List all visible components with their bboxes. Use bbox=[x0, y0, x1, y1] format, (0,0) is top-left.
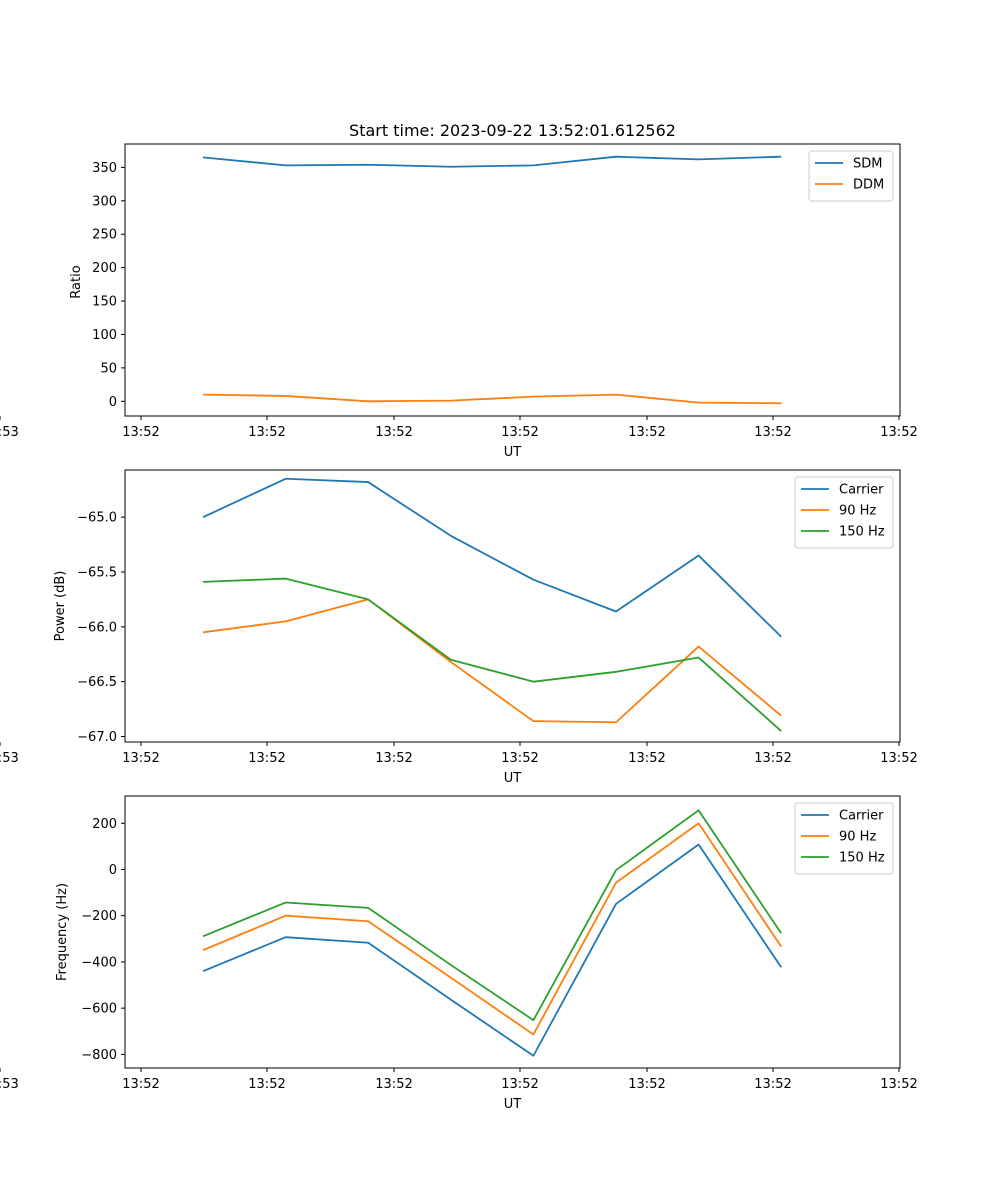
legend-label: SDM bbox=[853, 157, 882, 172]
y-tick-label: −66.0 bbox=[77, 620, 117, 635]
legend: Carrier 90 Hz 150 Hz bbox=[794, 802, 894, 875]
x-tick-label: 13:52 bbox=[248, 1077, 285, 1092]
y-tick-label: 350 bbox=[92, 161, 117, 176]
series-line-carrier bbox=[202, 843, 782, 1057]
x-tick-label: 13:53 bbox=[0, 1077, 19, 1092]
y-tick-label: −67.0 bbox=[77, 730, 117, 745]
x-tick-label: 13:52 bbox=[375, 425, 412, 440]
x-tick-label: 13:52 bbox=[754, 751, 791, 766]
x-tick-label: 13:52 bbox=[375, 751, 412, 766]
y-tick-label: −66.5 bbox=[77, 675, 117, 690]
y-tick-label: 250 bbox=[92, 228, 117, 243]
legend-label: 150 Hz bbox=[839, 525, 885, 540]
y-tick-label: −200 bbox=[81, 909, 117, 924]
x-tick-label: 13:52 bbox=[880, 425, 917, 440]
series-line-150-hz bbox=[202, 577, 782, 732]
series-line-90-hz bbox=[202, 598, 782, 724]
x-axis-label: UT bbox=[504, 445, 522, 460]
x-tick-label: 13:53 bbox=[0, 425, 19, 440]
y-axis-label: Frequency (Hz) bbox=[55, 883, 70, 981]
legend: SDM DDM bbox=[808, 150, 894, 202]
legend-label: 150 Hz bbox=[839, 851, 885, 866]
x-tick-label: 13:52 bbox=[628, 425, 665, 440]
x-tick-label: 13:53 bbox=[0, 751, 19, 766]
x-tick-label: 13:52 bbox=[375, 1077, 412, 1092]
series-line-sdm bbox=[202, 155, 782, 168]
y-tick-label: 0 bbox=[109, 863, 117, 878]
series-line-carrier bbox=[202, 477, 782, 638]
y-tick-label: 200 bbox=[92, 261, 117, 276]
chart-title: Start time: 2023-09-22 13:52:01.612562 bbox=[349, 121, 676, 140]
legend-label: 90 Hz bbox=[839, 504, 876, 519]
x-tick-label: 13:52 bbox=[501, 425, 538, 440]
frequency-plot: 13:52 13:52 13:52 13:52 13:52 13:52 13:52 13:53… bbox=[0, 795, 918, 1092]
x-tick-label: 13:52 bbox=[880, 751, 917, 766]
series-line-150-hz bbox=[202, 809, 782, 1022]
y-tick-label: −65.0 bbox=[77, 511, 117, 526]
x-tick-label: 13:52 bbox=[501, 751, 538, 766]
ratio-panel: Start time: 2023-09-22 13:52:01.612562 1… bbox=[0, 121, 918, 460]
x-tick-label: 13:52 bbox=[122, 425, 159, 440]
legend-label: 90 Hz bbox=[839, 830, 876, 845]
y-axis-label: Power (dB) bbox=[53, 571, 68, 642]
y-axis-label: Ratio bbox=[69, 265, 84, 298]
x-tick-label: 13:52 bbox=[248, 751, 285, 766]
legend: Carrier 90 Hz 150 Hz bbox=[794, 476, 894, 549]
plot-frame bbox=[124, 469, 901, 743]
power-panel: 13:52 13:52 13:52 13:52 13:52 13:52 13:52 13:53… bbox=[0, 469, 918, 786]
series-line-90-hz bbox=[202, 822, 782, 1036]
legend-label: Carrier bbox=[839, 809, 884, 824]
y-tick-label: 0 bbox=[109, 395, 117, 410]
legend-label: DDM bbox=[853, 178, 884, 193]
y-tick-label: −65.5 bbox=[77, 566, 117, 581]
x-tick-label: 13:52 bbox=[880, 1077, 917, 1092]
y-tick-label: −400 bbox=[81, 955, 117, 970]
y-tick-label: 50 bbox=[100, 361, 117, 376]
frequency-panel: 13:52 13:52 13:52 13:52 13:52 13:52 13:52 13:53… bbox=[0, 795, 918, 1112]
x-tick-label: 13:52 bbox=[628, 1077, 665, 1092]
legend-label: Carrier bbox=[839, 483, 884, 498]
x-tick-label: 13:52 bbox=[754, 1077, 791, 1092]
y-tick-label: 300 bbox=[92, 194, 117, 209]
plot-frame bbox=[124, 795, 901, 1069]
y-tick-label: −800 bbox=[81, 1048, 117, 1063]
x-tick-label: 13:52 bbox=[248, 425, 285, 440]
x-axis-label: UT bbox=[504, 1097, 522, 1112]
plot-frame bbox=[124, 143, 901, 417]
ratio-plot: 13:52 13:52 13:52 13:52 13:52 13:52 13:52 13:53… bbox=[0, 143, 918, 440]
y-tick-label: −600 bbox=[81, 1002, 117, 1017]
y-tick-label: 150 bbox=[92, 295, 117, 310]
series-line-ddm bbox=[202, 393, 782, 405]
power-plot: 13:52 13:52 13:52 13:52 13:52 13:52 13:52 13:53… bbox=[0, 469, 918, 766]
x-tick-label: 13:52 bbox=[122, 751, 159, 766]
x-tick-label: 13:52 bbox=[628, 751, 665, 766]
x-tick-label: 13:52 bbox=[501, 1077, 538, 1092]
x-axis-label: UT bbox=[504, 771, 522, 786]
x-tick-label: 13:52 bbox=[754, 425, 791, 440]
x-tick-label: 13:52 bbox=[122, 1077, 159, 1092]
y-tick-label: 100 bbox=[92, 328, 117, 343]
y-tick-label: 200 bbox=[92, 817, 117, 832]
